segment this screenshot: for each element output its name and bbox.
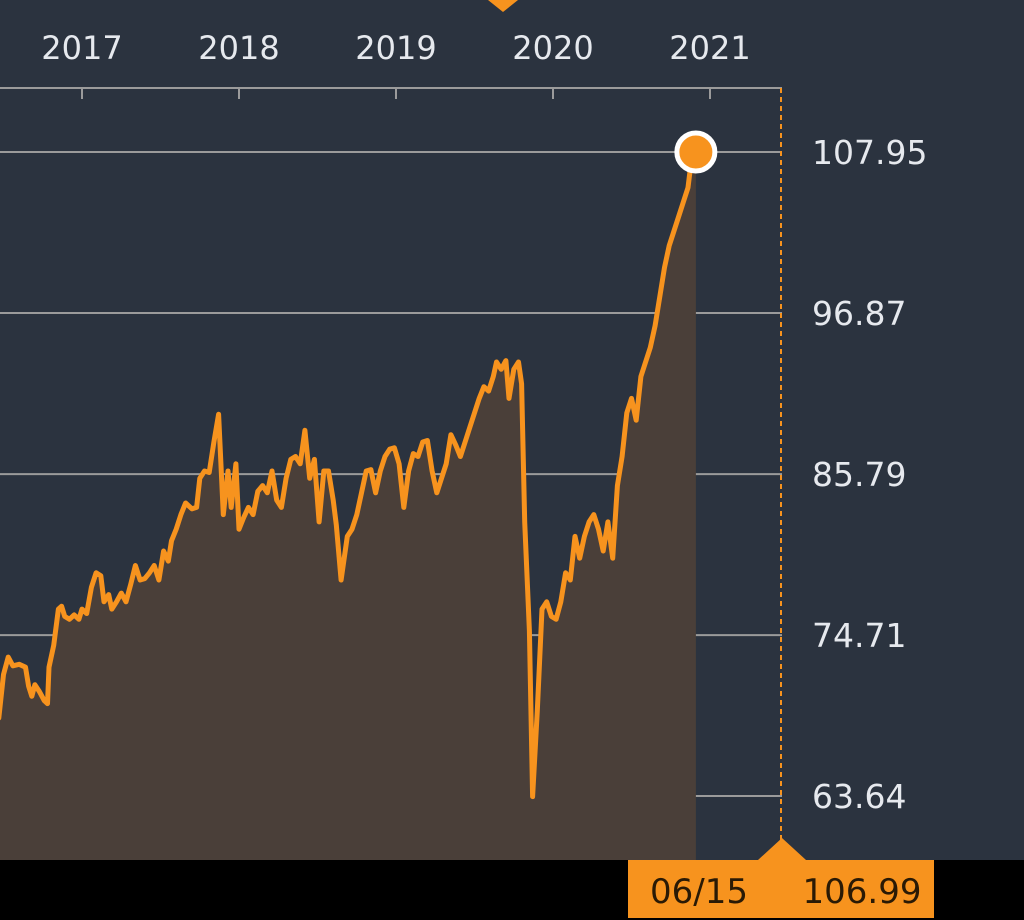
callout-pointer [758,838,806,860]
x-tick-label: 2018 [198,29,279,67]
y-tick-label: 107.95 [812,133,927,172]
x-tick-label: 2021 [669,29,750,67]
x-tick-label: 2019 [355,29,436,67]
y-tick-label: 85.79 [812,455,906,494]
series-line [0,149,699,800]
y-tick-label: 63.64 [812,777,906,816]
x-tick-label: 2020 [512,29,593,67]
x-axis-ticks [81,88,711,99]
x-tick-label: 2017 [41,29,122,67]
callout-box [628,860,934,918]
series-area-fill [0,152,696,860]
last-value-callout: 06/15 106.99 [628,838,934,918]
x-axis-labels: 2017 2018 2019 2020 2021 [41,29,750,67]
top-marker [488,0,518,12]
y-tick-label: 74.71 [812,616,906,655]
y-tick-label: 96.87 [812,294,906,333]
y-axis-labels: 63.64 74.71 85.79 96.87 107.95 [812,133,927,816]
callout-value: 106.99 [803,872,922,912]
last-point-marker[interactable] [674,130,718,174]
callout-date: 06/15 [650,872,748,912]
